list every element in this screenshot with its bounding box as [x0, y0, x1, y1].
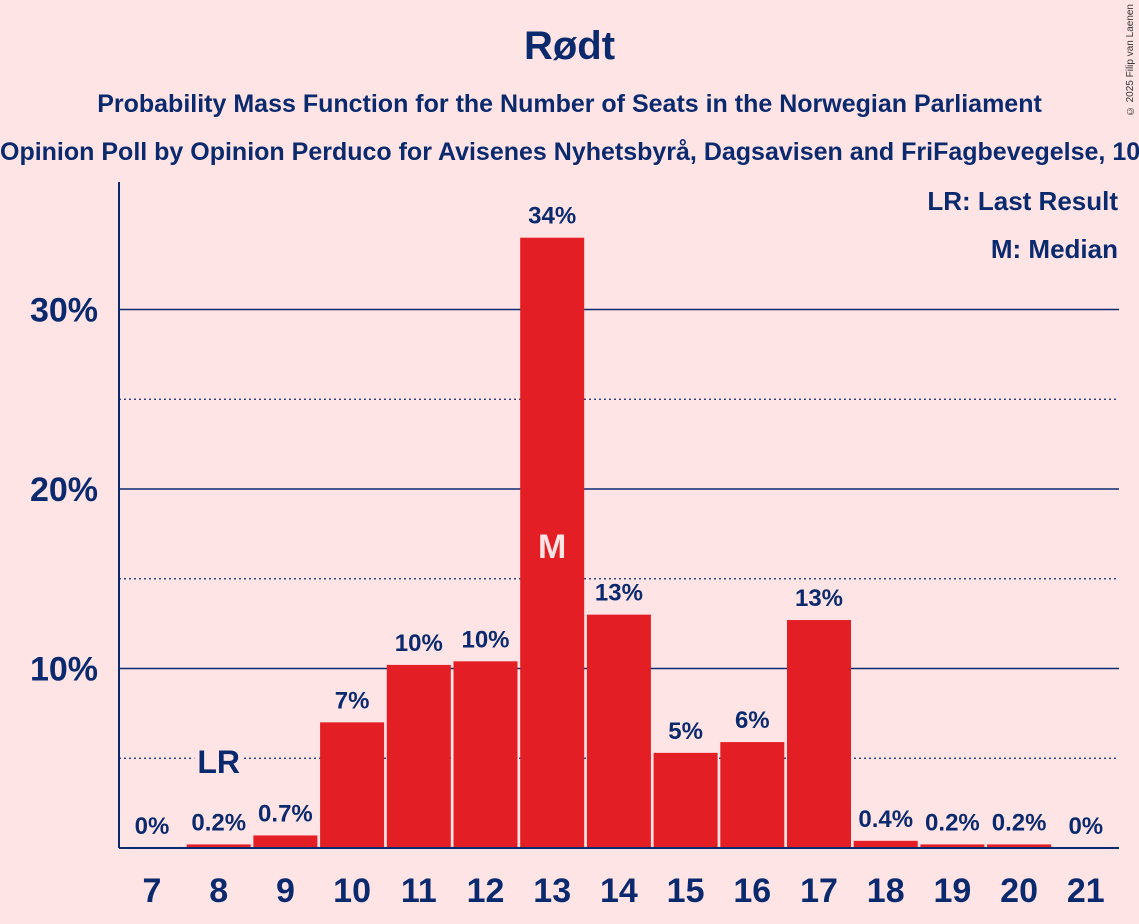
axes: 10% 20% 30% 7 8 9 10 11 12 13 14 15 16 17 18 19 20 21 [30, 182, 1119, 910]
label-backdrop [665, 717, 706, 745]
x-tick-label-12: 12 [467, 872, 505, 910]
label-backdrop [525, 202, 580, 230]
label-backdrop [194, 744, 244, 780]
label-backdrop [855, 805, 917, 833]
x-tick-label-20: 20 [1000, 872, 1038, 910]
data-label-11: 10% [395, 630, 443, 657]
x-tick-label-18: 18 [867, 872, 905, 910]
median-marker: M [538, 528, 566, 566]
data-label-18: 0.4% [858, 806, 913, 833]
label-backdrop [255, 800, 316, 828]
label-backdrop [131, 813, 173, 840]
chart-subtitle: Probability Mass Function for the Number… [97, 90, 1042, 118]
label-backdrop [458, 626, 513, 654]
bar-9 [253, 835, 318, 848]
label-backdrop [988, 809, 1050, 837]
x-tick-label-19: 19 [933, 872, 971, 910]
x-tick-label-8: 8 [209, 872, 228, 910]
bar-10 [320, 722, 385, 848]
data-label-20: 0.2% [992, 809, 1047, 836]
x-tick-label-15: 15 [667, 872, 705, 910]
label-backdrop [791, 585, 847, 613]
poll-source: Opinion Poll by Opinion Perduco for Avis… [0, 138, 1139, 166]
bar-13 [520, 237, 585, 848]
x-tick-label-17: 17 [800, 872, 838, 910]
data-label-10: 7% [335, 687, 370, 714]
chart-title: Rødt [523, 24, 616, 68]
x-tick-label-16: 16 [733, 872, 771, 910]
y-tick-label-30: 30% [30, 292, 98, 330]
x-tick-label-13: 13 [533, 872, 571, 910]
bar-20 [987, 844, 1052, 848]
label-backdrop [591, 579, 646, 607]
x-tick-label-9: 9 [276, 872, 295, 910]
x-tick-label-7: 7 [143, 872, 162, 910]
legend-entry-1: M: Median [991, 234, 1118, 264]
last-result-marker: LR [197, 744, 240, 780]
bar-14 [586, 614, 651, 848]
label-backdrop [922, 809, 983, 837]
label-backdrop [331, 687, 373, 715]
label-backdrop [188, 809, 250, 837]
data-label-21: 0% [1068, 813, 1103, 840]
data-label-17: 13% [795, 585, 843, 612]
x-tick-label-14: 14 [600, 872, 638, 910]
bars [186, 237, 1052, 848]
bar-11 [386, 664, 451, 848]
bar-8 [186, 844, 251, 848]
legend: LR: Last Result M: Median [927, 186, 1118, 264]
bar-17 [787, 620, 851, 848]
data-label-19: 0.2% [925, 809, 980, 836]
data-label-14: 13% [595, 580, 643, 607]
data-label-15: 5% [668, 718, 703, 745]
bar-18 [853, 840, 918, 848]
data-label-13: 34% [528, 203, 576, 230]
x-tick-label-11: 11 [401, 872, 437, 910]
x-tick-label-10: 10 [333, 872, 371, 910]
data-labels: 0% 0.2% LR 0.7% 7% 10% 10% 34% M 13% 5% 6% 13% 0.4% 0.… [131, 202, 1107, 840]
data-label-9: 0.7% [258, 800, 313, 827]
data-label-12: 10% [461, 626, 509, 653]
data-label-7: 0% [135, 813, 170, 840]
bar-15 [653, 752, 718, 848]
gridlines [119, 308, 1119, 759]
x-tick-label-21: 21 [1067, 872, 1105, 910]
y-tick-label-20: 20% [30, 471, 98, 509]
data-label-8: 0.2% [191, 809, 246, 836]
data-label-16: 6% [735, 707, 770, 734]
label-backdrop [731, 707, 773, 735]
bar-19 [920, 844, 985, 848]
label-backdrop [1065, 813, 1107, 840]
bar-16 [720, 742, 785, 848]
legend-entry-0: LR: Last Result [927, 186, 1118, 216]
y-tick-label-10: 10% [30, 651, 98, 689]
bar-12 [453, 661, 518, 848]
label-backdrop [391, 629, 446, 657]
